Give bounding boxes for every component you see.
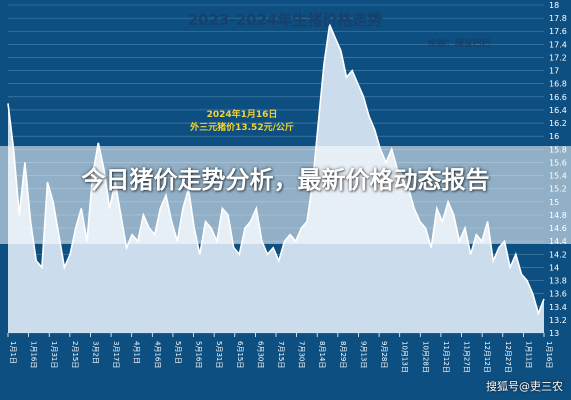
y-tick-label: 16.2 xyxy=(549,119,567,128)
x-tick-label: 3月17日 xyxy=(112,341,120,368)
x-tick-label: 1月16日 xyxy=(30,341,38,368)
x-tick-label: 6月30日 xyxy=(256,341,264,368)
x-tick-label: 11月12日 xyxy=(442,341,450,373)
y-tick-label: 13 xyxy=(549,329,559,338)
y-tick-label: 16.6 xyxy=(549,93,567,102)
x-tick-label: 8月29日 xyxy=(339,341,347,368)
y-tick-label: 13.8 xyxy=(549,277,567,286)
x-tick-stubs xyxy=(7,333,545,337)
x-tick-label: 9月13日 xyxy=(359,341,367,368)
y-tick-label: 17.2 xyxy=(549,53,567,62)
x-tick-label: 11月27日 xyxy=(463,341,471,373)
x-tick-label: 5月16日 xyxy=(195,341,203,368)
x-tick-label: 4月1日 xyxy=(133,341,141,364)
x-tick-label: 7月15日 xyxy=(277,341,285,368)
x-tick-label: 9月28日 xyxy=(380,341,388,368)
y-tick-label: 13.4 xyxy=(549,303,567,312)
annotation-line-1: 2024年1月16日 xyxy=(207,108,278,120)
headline-banner xyxy=(0,146,571,244)
y-tick-label: 16.4 xyxy=(549,106,567,115)
y-tick-label: 14 xyxy=(549,263,559,272)
y-tick-label: 14.2 xyxy=(549,250,567,259)
x-tick-label: 12月27日 xyxy=(504,341,512,373)
x-tick-label: 5月31日 xyxy=(215,341,223,368)
x-tick-label: 2月15日 xyxy=(71,341,79,368)
x-tick-label: 1月1日 xyxy=(9,341,17,364)
y-tick-label: 18 xyxy=(549,1,559,10)
x-tick-label: 12月12日 xyxy=(483,341,491,373)
y-tick-label: 17.6 xyxy=(549,27,567,36)
x-tick-label: 1月16日 xyxy=(545,341,553,368)
y-tick-label: 17 xyxy=(549,67,559,76)
chart-subtitle: 绘制：猪友巴巴 xyxy=(428,37,491,49)
price-area xyxy=(8,24,544,333)
chart-title: 2023-2024年生猪价格走势 xyxy=(188,11,383,29)
x-tick-label: 4月16日 xyxy=(153,341,161,368)
x-tick-label: 8月14日 xyxy=(318,341,326,368)
y-tick-label: 17.4 xyxy=(549,40,567,49)
x-tick-label: 5月1日 xyxy=(174,341,182,364)
annotation-line-2: 外三元猪价13.52元/公斤 xyxy=(189,121,294,133)
x-tick-label: 1月11日 xyxy=(524,341,532,368)
x-tick-label: 10月13日 xyxy=(401,341,409,373)
y-tick-label: 13.6 xyxy=(549,290,567,299)
y-tick-label: 16 xyxy=(549,132,559,141)
y-tick-label: 13.2 xyxy=(549,316,567,325)
x-tick-label: 1月31日 xyxy=(50,341,58,368)
x-axis-ticks: 1月1日 1月16日 1月31日 2月15日 3月2日 3月17日 4月1日 4月16日 5月1… xyxy=(9,341,553,373)
headline-text: 今日猪价走势分析，最新价格动态报告 xyxy=(81,166,490,194)
x-tick-label: 7月30日 xyxy=(298,341,306,368)
y-tick-label: 17.8 xyxy=(549,14,567,23)
x-tick-label: 10月28日 xyxy=(421,341,429,373)
source-watermark: 搜狐号@吏三农 xyxy=(486,380,563,393)
x-tick-label: 3月2日 xyxy=(91,341,99,364)
y-tick-label: 16.8 xyxy=(549,80,567,89)
x-tick-label: 6月15日 xyxy=(236,341,244,368)
